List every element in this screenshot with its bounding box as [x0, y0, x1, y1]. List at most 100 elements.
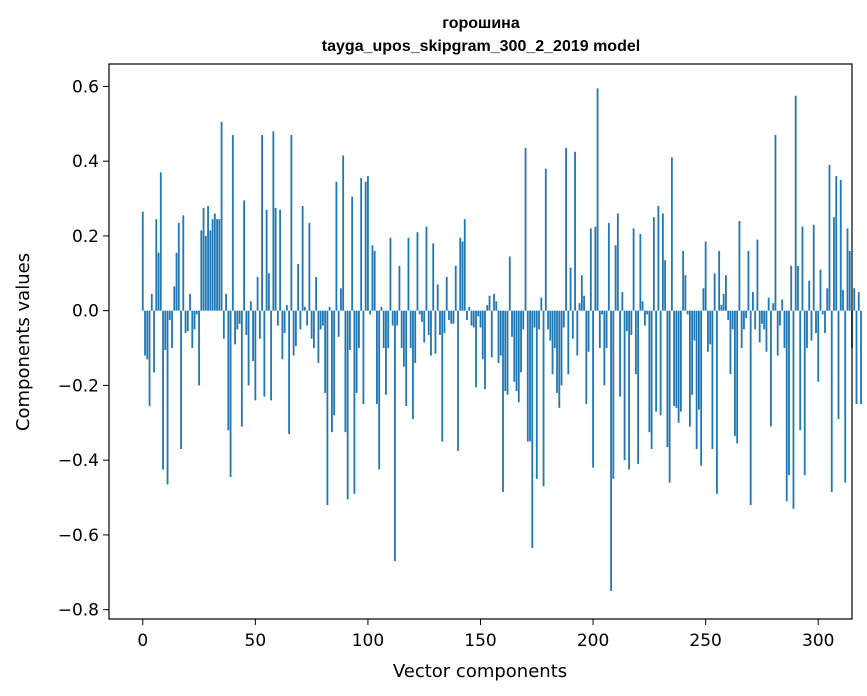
bar-121	[414, 310, 417, 363]
bar-270	[749, 310, 752, 506]
bar-283	[779, 310, 781, 326]
bar-115	[400, 310, 403, 349]
bar-28	[204, 235, 207, 311]
bar-111	[391, 310, 394, 326]
bar-52	[258, 310, 261, 339]
bar-222	[641, 301, 644, 311]
bar-306	[830, 310, 833, 492]
bar-4	[150, 293, 153, 311]
bar-102	[371, 245, 374, 311]
bar-167	[517, 310, 520, 403]
bar-201	[594, 226, 597, 311]
bar-232	[664, 260, 667, 311]
bar-310	[839, 179, 842, 311]
bar-130	[434, 310, 437, 354]
bar-148	[475, 310, 477, 388]
bar-188	[565, 148, 567, 311]
bar-191	[571, 310, 574, 339]
bar-8	[159, 172, 162, 311]
bar-18	[182, 215, 185, 311]
bar-35	[220, 121, 223, 311]
bar-299	[815, 310, 817, 334]
y-tick-label: −0.8	[58, 601, 99, 621]
bar-95	[355, 310, 358, 393]
bar-7	[157, 252, 160, 311]
bar-27	[202, 207, 205, 311]
bar-179	[544, 168, 547, 311]
bar-13	[171, 310, 173, 349]
bar-90	[344, 310, 347, 433]
bar-103	[373, 250, 376, 311]
bar-160	[502, 310, 504, 492]
bar-32	[213, 213, 216, 311]
bar-279	[770, 310, 772, 427]
bar-314	[848, 250, 851, 311]
bar-53	[261, 135, 263, 311]
bar-61	[279, 209, 282, 311]
bar-30	[209, 230, 212, 311]
bar-129	[432, 243, 435, 311]
bar-171	[526, 310, 529, 442]
bar-29	[207, 206, 209, 311]
bar-189	[567, 310, 570, 375]
bar-304	[826, 288, 829, 311]
bar-158	[497, 310, 500, 363]
bar-239	[679, 310, 682, 412]
bar-86	[335, 181, 338, 311]
bar-11	[166, 310, 169, 485]
bar-223	[643, 310, 646, 326]
bar-276	[763, 310, 766, 330]
bars-group	[141, 88, 862, 591]
bar-112	[394, 310, 396, 562]
bar-101	[369, 310, 372, 315]
bar-209	[612, 310, 615, 479]
bar-16	[177, 222, 180, 311]
bar-25	[198, 310, 200, 386]
y-axis-ticks: −0.8 −0.6 −0.4 −0.2 0.0 0.2 0.4 0.6	[58, 77, 109, 621]
bar-57	[270, 310, 273, 401]
bar-165	[513, 310, 516, 382]
bar-12	[168, 310, 171, 321]
bar-19	[184, 310, 187, 334]
bar-150	[479, 310, 482, 328]
bar-2	[146, 310, 149, 360]
bar-294	[803, 310, 806, 476]
bar-80	[321, 310, 324, 326]
bar-215	[625, 310, 628, 332]
bar-151	[481, 310, 484, 360]
bar-47	[247, 310, 250, 386]
bar-5	[153, 310, 155, 373]
x-tick-label: 150	[464, 631, 496, 651]
bar-265	[738, 220, 741, 311]
bar-311	[842, 290, 844, 311]
bar-248	[700, 310, 703, 466]
bar-203	[598, 310, 601, 349]
x-axis-ticks: 0 50 100 150 200 250 300	[137, 619, 834, 651]
bar-36	[222, 310, 225, 339]
bar-58	[272, 131, 275, 311]
bar-249	[702, 288, 705, 311]
bar-206	[605, 310, 608, 349]
bar-242	[686, 310, 689, 315]
bar-216	[628, 310, 630, 470]
bar-123	[418, 310, 421, 315]
bar-225	[648, 310, 651, 433]
bar-154	[488, 295, 491, 311]
bar-250	[704, 241, 707, 311]
x-tick-label: 200	[577, 631, 609, 651]
bar-155	[490, 310, 493, 358]
bar-174	[533, 310, 536, 328]
bar-241	[684, 275, 687, 311]
bar-147	[472, 310, 475, 328]
bar-83	[328, 306, 331, 311]
bar-24	[195, 310, 198, 315]
chart-title-line2: tayga_upos_skipgram_300_2_2019 model	[322, 38, 640, 55]
bar-182	[551, 310, 554, 375]
bar-319	[860, 310, 862, 405]
y-tick-label: −0.6	[58, 526, 99, 546]
bar-243	[688, 310, 691, 427]
bar-224	[646, 310, 649, 315]
bar-98	[362, 310, 365, 405]
bar-307	[833, 217, 835, 311]
